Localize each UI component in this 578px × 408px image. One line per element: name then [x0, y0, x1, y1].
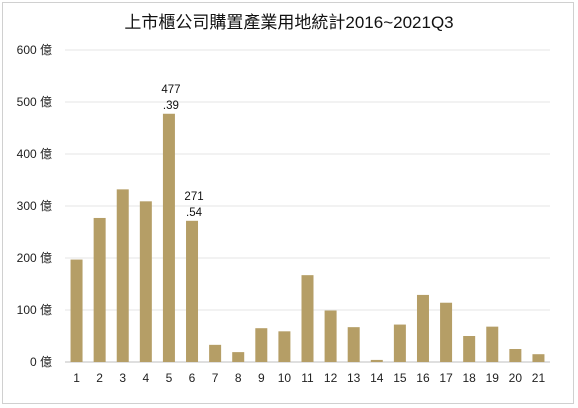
bar-15 — [393, 324, 406, 362]
x-tick-label: 3 — [119, 371, 126, 385]
x-tick-label: 11 — [301, 371, 314, 385]
bars — [70, 113, 545, 362]
bar-10 — [278, 331, 291, 362]
x-tick-label: 1 — [73, 371, 80, 385]
x-axis-ticks: 1 2 3 4 5 6 7 8 9 10 11 12 13 14 15 16 17 18 19 20 21 — [73, 371, 545, 385]
x-tick-label: 14 — [370, 371, 384, 385]
x-tick-label: 4 — [142, 371, 149, 385]
chart-title: 上市櫃公司購置產業用地統計2016~2021Q3 — [124, 13, 453, 32]
x-tick-label: 6 — [189, 371, 196, 385]
data-labels: 477 .39 271 .54 — [161, 84, 203, 219]
bar-6 — [186, 220, 199, 362]
x-tick-label: 15 — [393, 371, 407, 385]
y-tick-label: 200 億 — [17, 251, 52, 265]
bar-4 — [139, 201, 152, 362]
x-tick-label: 7 — [212, 371, 219, 385]
y-axis-ticks: 0 億 100 億 200 億 300 億 400 億 500 億 600 億 — [17, 43, 52, 369]
x-tick-label: 9 — [258, 371, 265, 385]
bar-16 — [416, 294, 429, 362]
y-tick-label: 600 億 — [17, 43, 52, 57]
x-tick-label: 10 — [278, 371, 292, 385]
y-tick-label: 0 億 — [30, 355, 52, 369]
bar-13 — [347, 327, 360, 362]
bar-20 — [509, 349, 522, 362]
bar-11 — [301, 275, 314, 362]
bar-19 — [486, 326, 499, 362]
data-label-5-line1: 477 — [161, 84, 180, 96]
x-tick-label: 13 — [347, 371, 361, 385]
y-tick-label: 100 億 — [17, 303, 52, 317]
data-label-6-line1: 271 — [184, 191, 203, 203]
x-tick-label: 17 — [439, 371, 453, 385]
bar-18 — [463, 336, 476, 362]
x-tick-label: 21 — [532, 371, 546, 385]
data-label-5-line2: .39 — [163, 100, 179, 112]
bar-9 — [255, 328, 268, 362]
data-label-6-line2: .54 — [186, 207, 203, 219]
x-tick-label: 16 — [416, 371, 430, 385]
x-tick-label: 12 — [324, 371, 338, 385]
bar-17 — [440, 302, 453, 362]
y-tick-label: 300 億 — [17, 199, 52, 213]
y-tick-label: 500 億 — [17, 95, 52, 109]
bar-21 — [532, 354, 545, 362]
x-tick-label: 8 — [235, 371, 242, 385]
y-tick-label: 400 億 — [17, 147, 52, 161]
x-tick-label: 2 — [96, 371, 103, 385]
x-tick-label: 19 — [486, 371, 500, 385]
x-tick-label: 5 — [166, 371, 173, 385]
x-tick-label: 18 — [462, 371, 476, 385]
bar-14 — [370, 359, 383, 362]
bar-5 — [162, 113, 175, 362]
bar-1 — [70, 259, 83, 362]
bar-12 — [324, 310, 337, 362]
bar-7 — [209, 344, 222, 362]
bar-8 — [232, 352, 245, 362]
bar-3 — [116, 189, 129, 362]
x-tick-label: 20 — [509, 371, 523, 385]
bar-2 — [93, 217, 106, 362]
